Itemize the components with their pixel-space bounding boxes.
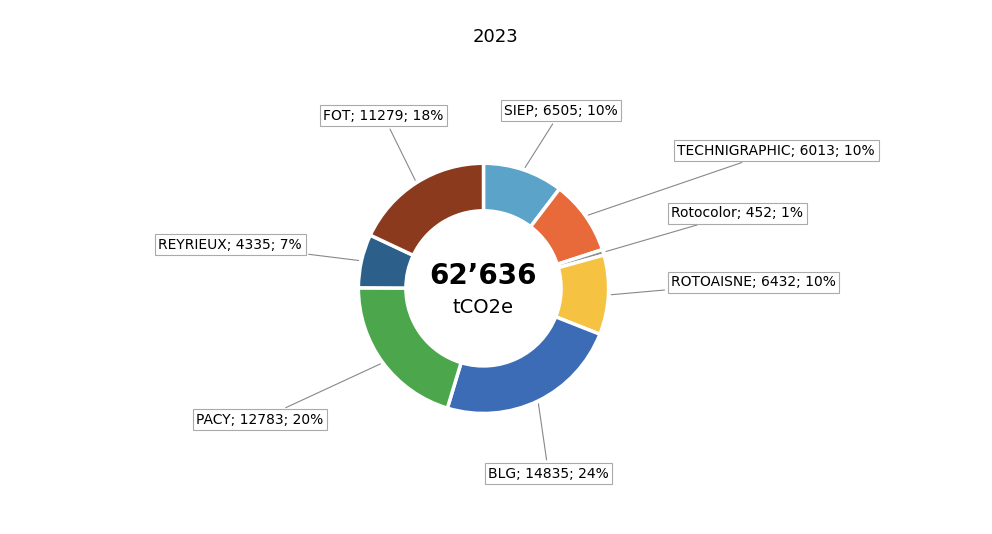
Text: 2023: 2023 xyxy=(473,28,519,46)
Wedge shape xyxy=(531,189,602,264)
Text: REYRIEUX; 4335; 7%: REYRIEUX; 4335; 7% xyxy=(159,238,359,261)
Wedge shape xyxy=(483,163,559,227)
Wedge shape xyxy=(447,317,600,413)
Text: SIEP; 6505; 10%: SIEP; 6505; 10% xyxy=(504,104,618,168)
Text: ROTOAISNE; 6432; 10%: ROTOAISNE; 6432; 10% xyxy=(611,275,836,295)
Wedge shape xyxy=(358,288,461,408)
Text: PACY; 12783; 20%: PACY; 12783; 20% xyxy=(196,364,380,427)
Text: TECHNIGRAPHIC; 6013; 10%: TECHNIGRAPHIC; 6013; 10% xyxy=(588,144,875,215)
Text: 62’636: 62’636 xyxy=(430,262,538,290)
Wedge shape xyxy=(358,235,414,288)
Text: BLG; 14835; 24%: BLG; 14835; 24% xyxy=(488,404,609,481)
Wedge shape xyxy=(556,255,609,334)
Text: Rotocolor; 452; 1%: Rotocolor; 452; 1% xyxy=(606,206,804,252)
Text: tCO2e: tCO2e xyxy=(453,297,514,317)
Wedge shape xyxy=(558,249,604,268)
Wedge shape xyxy=(370,163,483,255)
Text: FOT; 11279; 18%: FOT; 11279; 18% xyxy=(323,109,443,180)
